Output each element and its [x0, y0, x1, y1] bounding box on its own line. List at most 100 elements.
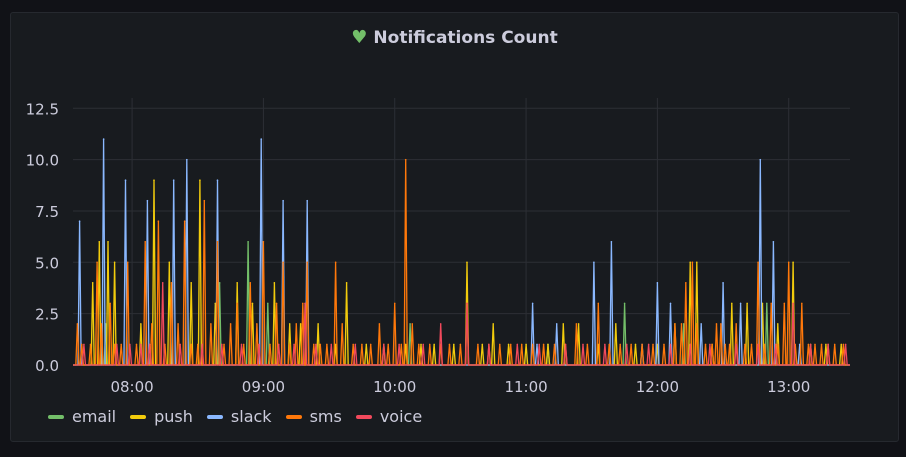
data-point-push — [695, 261, 698, 264]
data-point-sms — [393, 302, 396, 305]
legend-item-slack[interactable]: slack — [206, 407, 272, 426]
data-point-sms — [520, 343, 523, 346]
data-point-email — [266, 302, 269, 305]
legend-item-push[interactable]: push — [130, 407, 193, 426]
series-fill-slack — [73, 139, 850, 365]
data-point-sms — [387, 343, 389, 346]
data-point-slack — [739, 302, 742, 305]
data-point-sms — [249, 282, 252, 284]
data-point-voice — [516, 343, 519, 346]
data-point-push — [140, 323, 142, 325]
data-point-sms — [619, 343, 621, 346]
panel-title-text: Notifications Count — [373, 28, 558, 48]
data-point-sms — [400, 343, 403, 346]
data-point-slack — [531, 302, 534, 305]
data-point-sms — [196, 343, 199, 346]
data-point-push — [153, 179, 155, 181]
data-point-push — [168, 261, 171, 264]
data-point-push — [404, 343, 407, 346]
data-point-sms — [183, 220, 186, 223]
data-point-sms — [76, 323, 79, 325]
legend-item-email[interactable]: email — [48, 407, 116, 426]
y-tick-label: 5.0 — [35, 254, 59, 272]
data-point-sms — [499, 343, 501, 346]
data-point-push — [190, 282, 192, 284]
data-point-sms — [89, 343, 92, 346]
data-point-sms — [177, 323, 179, 325]
data-point-voice — [293, 343, 295, 346]
data-point-sms — [352, 343, 354, 346]
data-point-push — [273, 282, 276, 284]
data-point-voice — [315, 343, 317, 346]
legend-swatch-sms — [285, 414, 302, 419]
data-point-sms — [135, 343, 138, 346]
data-point-sms — [663, 343, 665, 346]
data-point-push — [288, 323, 291, 325]
data-point-sms — [704, 343, 707, 346]
data-point-slack — [759, 158, 762, 161]
data-point-push — [577, 323, 580, 325]
data-point-push — [507, 343, 510, 346]
y-tick-label: 10.0 — [26, 152, 59, 170]
data-point-sms — [794, 343, 797, 346]
y-tick-label: 2.5 — [35, 306, 59, 324]
data-point-sms — [691, 261, 694, 264]
data-point-slack — [722, 282, 724, 284]
data-point-voice — [844, 343, 847, 346]
data-point-sms — [680, 323, 683, 325]
data-point-sms — [807, 343, 810, 346]
legend-label-voice: voice — [379, 407, 423, 426]
data-point-voice — [488, 343, 490, 346]
data-point-sms — [144, 240, 147, 243]
data-point-sms — [150, 323, 153, 325]
data-point-sms — [833, 343, 836, 346]
data-point-sms — [404, 158, 407, 161]
y-tick-label: 0.0 — [35, 357, 59, 375]
x-tick-label: 09:00 — [242, 378, 285, 396]
data-point-push — [199, 179, 201, 181]
data-point-voice — [757, 343, 759, 346]
data-point-voice — [809, 343, 812, 346]
data-point-slack — [669, 302, 672, 305]
data-point-sms — [744, 343, 746, 346]
data-point-email — [247, 240, 249, 243]
panel-title[interactable]: ♥ Notifications Count — [11, 27, 898, 48]
data-point-sms — [820, 343, 823, 346]
data-point-sms — [418, 343, 420, 346]
data-point-voice — [709, 343, 711, 346]
data-point-push — [525, 343, 527, 346]
data-point-voice — [735, 343, 737, 346]
data-point-sms — [203, 199, 206, 202]
legend-swatch-push — [130, 414, 147, 419]
data-point-sms — [319, 343, 322, 346]
data-point-voice — [564, 343, 567, 346]
data-point-sms — [96, 261, 98, 264]
data-point-voice — [792, 302, 794, 305]
data-point-voice — [689, 343, 692, 346]
data-point-sms — [575, 323, 578, 325]
data-point-sms — [728, 343, 731, 346]
data-point-slack — [610, 240, 613, 243]
data-point-push — [91, 282, 94, 284]
data-point-slack — [700, 323, 702, 325]
data-point-sms — [586, 343, 589, 346]
legend-label-sms: sms — [309, 407, 342, 426]
data-point-voice — [221, 343, 223, 346]
legend-swatch-voice — [355, 414, 372, 419]
data-point-push — [466, 261, 468, 264]
data-point-push — [731, 302, 733, 305]
data-point-voice — [827, 343, 829, 346]
data-point-voice — [129, 343, 131, 346]
data-point-sms — [715, 323, 718, 325]
legend-item-sms[interactable]: sms — [285, 407, 342, 426]
legend-item-voice[interactable]: voice — [355, 407, 423, 426]
data-point-sms — [630, 343, 632, 346]
data-point-push — [214, 302, 217, 305]
data-point-sms — [269, 343, 271, 346]
legend: email push slack sms voice — [48, 407, 422, 426]
data-point-push — [345, 282, 348, 284]
data-point-sms — [674, 323, 676, 325]
data-point-slack — [216, 179, 219, 181]
data-point-voice — [582, 343, 584, 346]
